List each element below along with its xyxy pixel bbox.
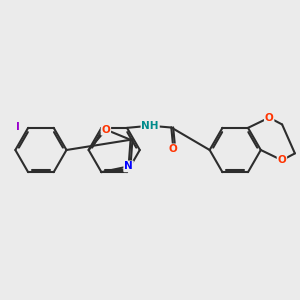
- Text: O: O: [265, 112, 274, 123]
- Text: O: O: [101, 124, 110, 135]
- Text: I: I: [16, 122, 20, 132]
- Text: NH: NH: [141, 121, 159, 131]
- Text: N: N: [124, 161, 133, 171]
- Text: O: O: [169, 144, 177, 154]
- Text: O: O: [278, 155, 286, 165]
